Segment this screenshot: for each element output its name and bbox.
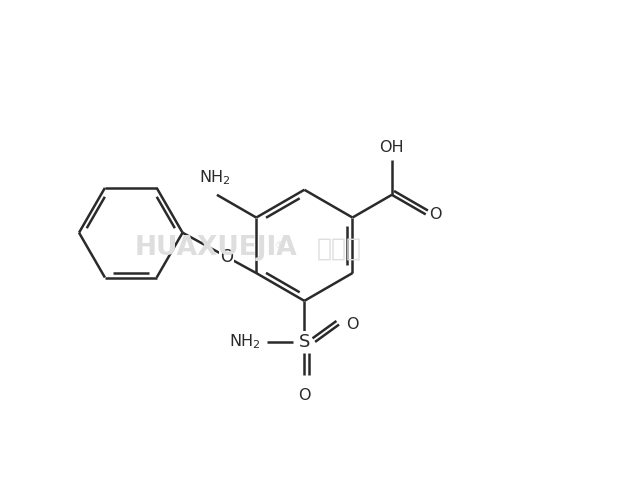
- Text: ®: ®: [275, 241, 286, 251]
- Text: O: O: [429, 207, 441, 222]
- Text: OH: OH: [380, 140, 404, 155]
- Text: NH$_2$: NH$_2$: [229, 333, 260, 351]
- Text: NH$_2$: NH$_2$: [198, 169, 230, 187]
- Text: 化学加: 化学加: [316, 237, 361, 261]
- Text: O: O: [347, 317, 359, 332]
- Text: O: O: [298, 388, 311, 403]
- Text: S: S: [299, 333, 310, 351]
- Text: HUAXUEJIA: HUAXUEJIA: [134, 236, 297, 261]
- Text: O: O: [220, 248, 233, 266]
